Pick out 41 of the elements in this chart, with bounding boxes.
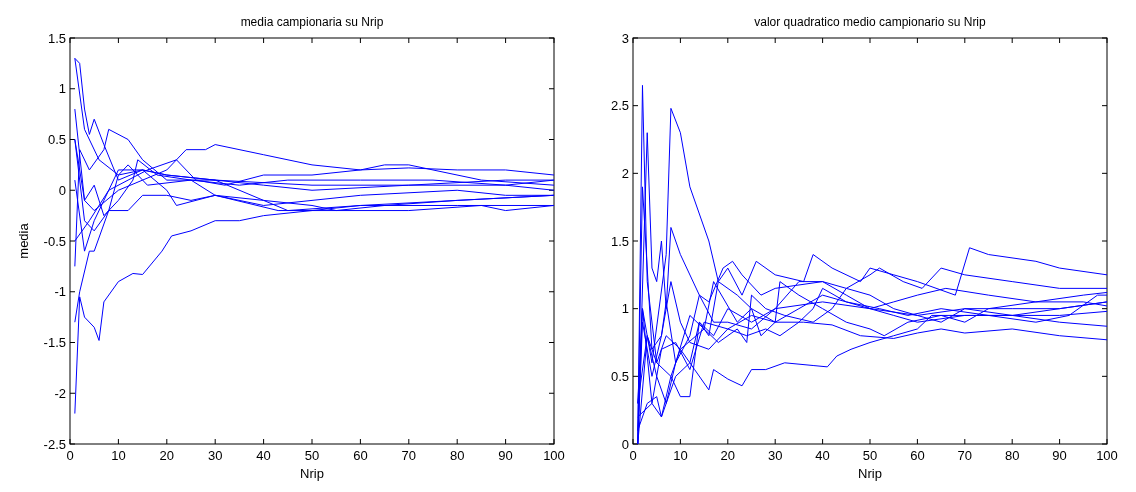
- y-tick-label: 3: [621, 30, 629, 46]
- x-tick-label: 70: [401, 448, 417, 463]
- x-tick-label: 40: [256, 448, 271, 463]
- chart-title: valor quadratico medio campionario su Nrip: [754, 15, 987, 29]
- x-tick-label: 40: [815, 448, 830, 463]
- x-tick-label: 80: [449, 448, 465, 463]
- y-tick-label: 2: [621, 165, 629, 181]
- y-tick-label: 1: [58, 81, 66, 97]
- y-tick-label: -1.5: [43, 335, 66, 351]
- y-tick-label: -2.5: [43, 436, 66, 452]
- y-tick-label: 0.5: [47, 132, 66, 148]
- y-tick-label: 1: [621, 301, 629, 317]
- x-tick-label: 100: [543, 448, 565, 463]
- x-tick-label: 80: [1004, 448, 1020, 463]
- y-tick-label: 0.5: [610, 368, 629, 384]
- x-tick-label: 100: [1096, 448, 1118, 463]
- y-tick-label: -0.5: [43, 233, 66, 249]
- chart-title: media campionaria su Nrip: [240, 15, 384, 29]
- x-axis-title: Nrip: [300, 466, 324, 481]
- x-tick-label: 60: [910, 448, 925, 463]
- x-tick-label: 60: [353, 448, 368, 463]
- y-tick-label: 0: [621, 436, 629, 452]
- x-tick-label: 10: [111, 448, 126, 463]
- x-tick-label: 50: [304, 448, 320, 463]
- x-axis-title: Nrip: [858, 466, 882, 481]
- y-tick-label: -2: [54, 385, 66, 401]
- y-tick-label: 0: [58, 182, 66, 198]
- y-tick-label: 1.5: [47, 30, 66, 46]
- y-tick-label: 1.5: [610, 233, 629, 249]
- x-tick-label: 30: [207, 448, 223, 463]
- x-tick-label: 10: [673, 448, 688, 463]
- x-tick-label: 90: [498, 448, 513, 463]
- x-tick-label: 20: [159, 448, 175, 463]
- x-tick-label: 20: [720, 448, 736, 463]
- x-tick-label: 30: [767, 448, 783, 463]
- y-axis-title: media: [16, 222, 31, 259]
- x-tick-label: 70: [957, 448, 973, 463]
- x-tick-label: 90: [1052, 448, 1067, 463]
- y-tick-label: 2.5: [610, 98, 629, 114]
- x-tick-label: 50: [862, 448, 878, 463]
- y-tick-label: -1: [54, 284, 66, 300]
